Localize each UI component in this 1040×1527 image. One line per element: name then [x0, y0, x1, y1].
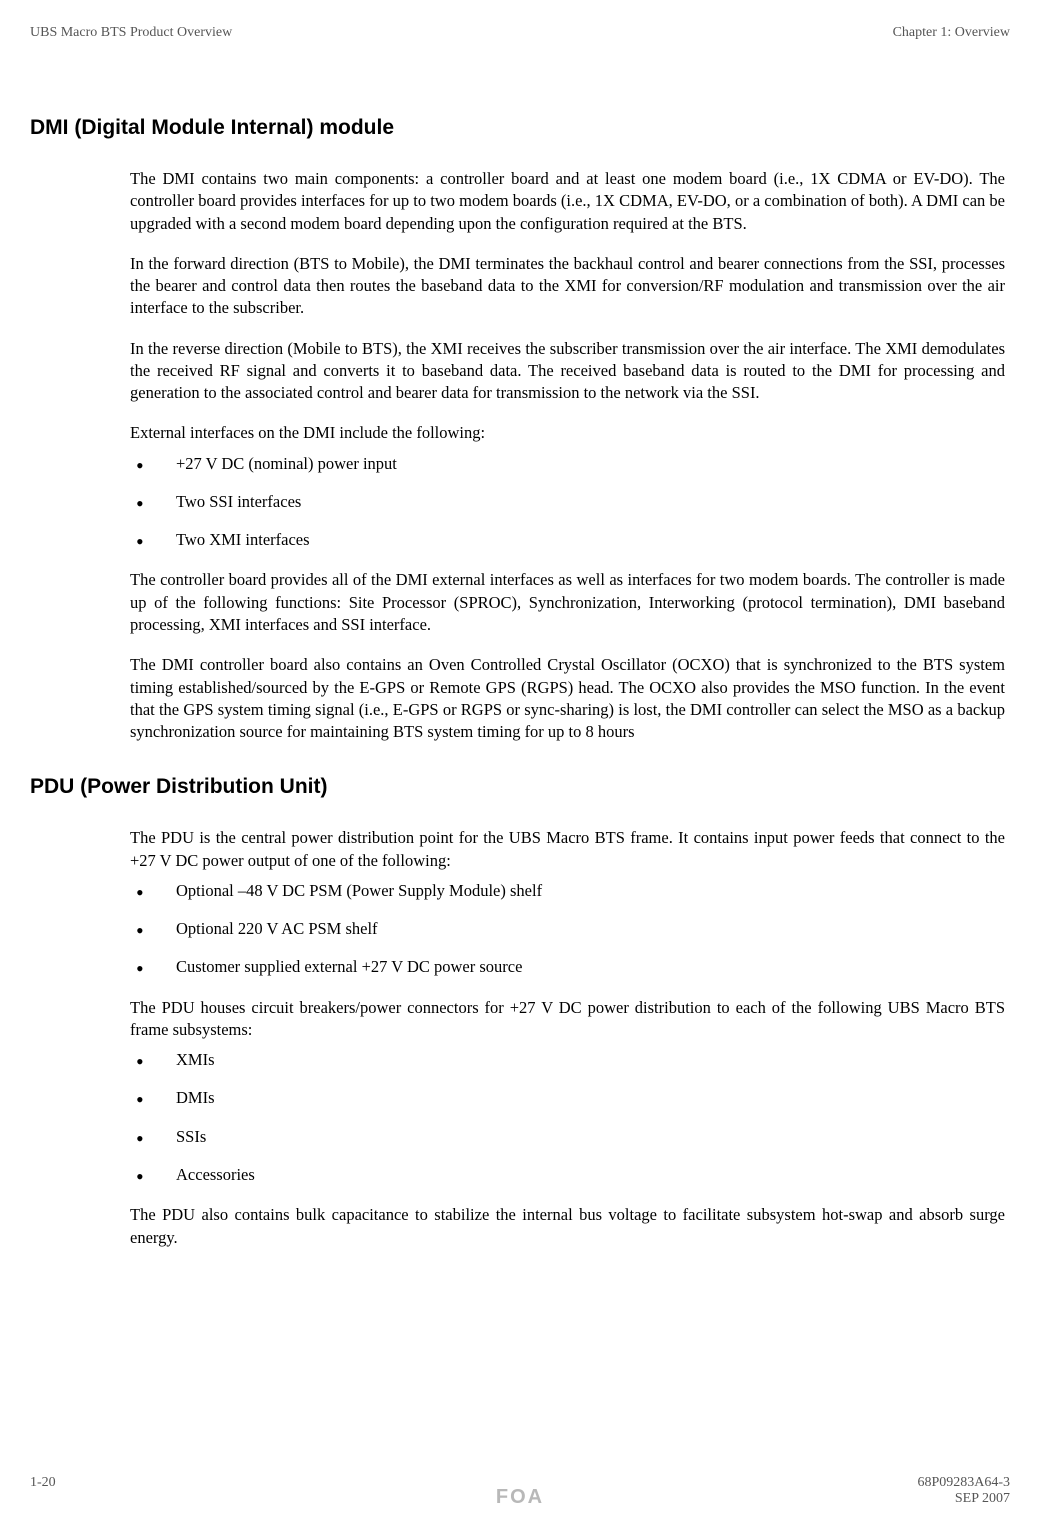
pdu-paragraph-1: The PDU is the central power distributio…: [130, 827, 1005, 872]
dmi-paragraph-5: The controller board provides all of the…: [130, 569, 1005, 636]
section-title-pdu: PDU (Power Distribution Unit): [30, 775, 1010, 799]
header-right: Chapter 1: Overview: [893, 25, 1010, 41]
list-item: SSIs: [130, 1126, 1010, 1148]
dmi-paragraph-2: In the forward direction (BTS to Mobile)…: [130, 253, 1005, 320]
pdu-paragraph-3: The PDU also contains bulk capacitance t…: [130, 1204, 1005, 1249]
list-item: DMIs: [130, 1087, 1010, 1109]
list-item: XMIs: [130, 1049, 1010, 1071]
dmi-paragraph-6: The DMI controller board also contains a…: [130, 654, 1005, 743]
pdu-power-feeds-list: Optional –48 V DC PSM (Power Supply Modu…: [130, 880, 1010, 979]
list-item: Optional –48 V DC PSM (Power Supply Modu…: [130, 880, 1010, 902]
list-item: Customer supplied external +27 V DC powe…: [130, 956, 1010, 978]
header-left: UBS Macro BTS Product Overview: [30, 25, 232, 41]
section-title-dmi: DMI (Digital Module Internal) module: [30, 116, 1010, 140]
dmi-paragraph-3: In the reverse direction (Mobile to BTS)…: [130, 338, 1005, 405]
list-item: Two SSI interfaces: [130, 491, 1010, 513]
pdu-subsystems-list: XMIs DMIs SSIs Accessories: [130, 1049, 1010, 1186]
pdu-paragraph-2: The PDU houses circuit breakers/power co…: [130, 997, 1005, 1042]
dmi-interfaces-list: +27 V DC (nominal) power input Two SSI i…: [130, 453, 1010, 552]
list-item: +27 V DC (nominal) power input: [130, 453, 1010, 475]
list-item: Optional 220 V AC PSM shelf: [130, 918, 1010, 940]
footer-watermark: FOA: [30, 1486, 1010, 1509]
page-header: UBS Macro BTS Product Overview Chapter 1…: [30, 25, 1010, 41]
list-item: Accessories: [130, 1164, 1010, 1186]
dmi-paragraph-4: External interfaces on the DMI include t…: [130, 422, 1005, 444]
list-item: Two XMI interfaces: [130, 529, 1010, 551]
dmi-paragraph-1: The DMI contains two main components: a …: [130, 168, 1005, 235]
page-footer: FOA 1-20 68P09283A64-3 SEP 2007: [30, 1475, 1010, 1507]
